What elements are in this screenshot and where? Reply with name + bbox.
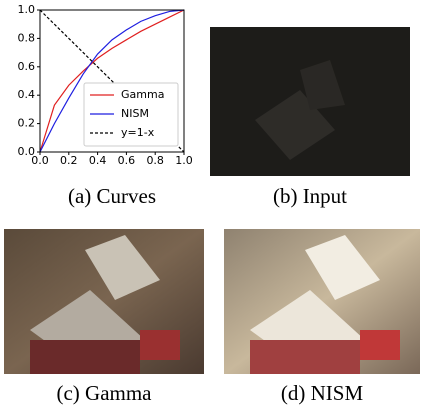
caption: (b) Input (273, 184, 347, 208)
x-tick-label: 0.8 (146, 154, 164, 167)
y-tick-label: 0.8 (18, 31, 36, 44)
y-tick-label: 0.0 (18, 145, 36, 158)
caption: (a) Curves (68, 184, 156, 208)
caption: (c) Gamma (56, 381, 152, 405)
image-gamma (4, 229, 204, 374)
y-tick-label: 0.4 (18, 88, 36, 101)
y-tick-label: 0.6 (18, 60, 36, 73)
y-tick-label: 0.2 (18, 117, 36, 130)
legend-label: y=1-x (121, 126, 155, 139)
x-tick-label: 0.2 (60, 154, 78, 167)
legend-label: Gamma (121, 88, 164, 101)
image-nism (224, 229, 420, 374)
figure: (a) Curves (b) Input (c) Gamma (d) NISM … (0, 0, 426, 414)
x-tick-label: 0.6 (118, 154, 136, 167)
x-tick-label: 0.4 (89, 154, 107, 167)
caption: (d) NISM (281, 381, 364, 405)
x-tick-label: 1.0 (175, 154, 193, 167)
y-tick-label: 1.0 (18, 3, 36, 16)
image-input (210, 27, 410, 176)
legend-label: NISM (121, 107, 149, 120)
